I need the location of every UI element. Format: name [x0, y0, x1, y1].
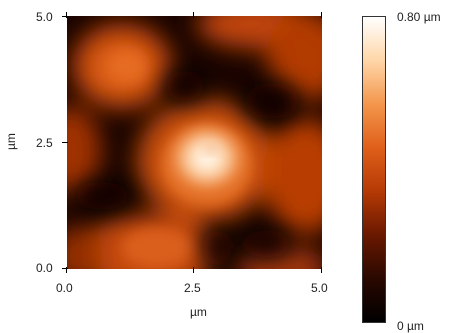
y-tick-mark-top [62, 16, 68, 17]
colorbar-max-label: 0.80 µm [397, 10, 441, 24]
colorbar-min-label: 0 µm [397, 319, 424, 333]
x-tick-label-left: 0.0 [56, 281, 73, 295]
x-tick-label-right: 5.0 [311, 281, 328, 295]
x-axis-label: µm [190, 305, 207, 319]
x-tick-label-mid: 2.5 [184, 281, 201, 295]
x-tick-mark-top-mid [193, 12, 194, 18]
x-tick-mark-bottom-mid [193, 267, 194, 273]
x-tick-mark-bottom-right [321, 267, 322, 273]
x-tick-mark-top-left [66, 12, 67, 18]
x-tick-mark-top-right [321, 12, 322, 18]
x-tick-mark-bottom-left [66, 267, 67, 273]
height-colorbar [362, 16, 386, 323]
y-tick-mark-mid [62, 142, 68, 143]
y-tick-label-top: 5.0 [36, 10, 53, 24]
y-tick-label-mid: 2.5 [36, 136, 53, 150]
afm-height-map [67, 16, 322, 269]
y-axis-label: µm [4, 133, 18, 150]
y-tick-label-bottom: 0.0 [36, 261, 53, 275]
y-tick-mark-bottom [62, 268, 68, 269]
